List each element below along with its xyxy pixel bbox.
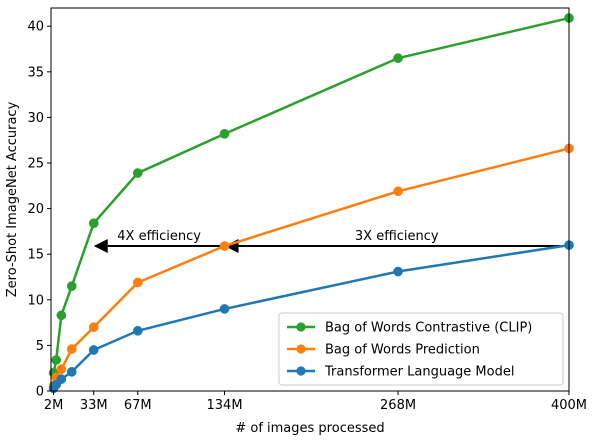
x-tick-label-0: 2M <box>44 398 64 413</box>
y-tick-label-7: 35 <box>27 65 44 80</box>
legend-label-1: Bag of Words Prediction <box>325 343 480 358</box>
y-axis-title: Zero-Shot ImageNet Accuracy <box>5 101 20 297</box>
y-tick-label-6: 30 <box>27 111 44 126</box>
data-point-s1-4 <box>88 322 99 333</box>
data-point-s2-4 <box>88 345 99 355</box>
plot-frame <box>50 7 570 392</box>
annotation-arrowhead-0 <box>93 239 108 254</box>
data-point-s0-7 <box>393 53 403 64</box>
data-point-s0-2 <box>56 310 67 321</box>
legend-label-0: Bag of Words Contrastive (CLIP) <box>325 321 532 336</box>
data-point-s0-3 <box>66 281 77 291</box>
x-tick-label-2: 67M <box>124 398 152 413</box>
legend-swatch-marker-1 <box>296 344 306 354</box>
y-tick-label-8: 40 <box>27 20 44 35</box>
annotation-label-0: 4X efficiency <box>117 229 201 244</box>
data-point-s1-7 <box>393 186 403 197</box>
data-point-s2-6 <box>219 304 230 314</box>
data-point-s0-1 <box>51 355 62 365</box>
data-point-s1-5 <box>132 277 143 288</box>
legend: Bag of Words Contrastive (CLIP) Bag of Wo… <box>278 312 564 386</box>
data-point-s1-2 <box>56 364 67 374</box>
y-tick-label-0: 0 <box>36 385 44 400</box>
x-axis-title: # of images processed <box>235 421 384 436</box>
data-point-s2-5 <box>132 325 143 336</box>
x-tick-label-4: 268M <box>380 398 416 413</box>
annotation-label-1: 3X efficiency <box>355 229 439 244</box>
y-tick-label-3: 15 <box>27 248 44 263</box>
x-tick-label-5: 400M <box>551 398 587 413</box>
annotations-layer: 4X efficiency 3X efficiency <box>93 229 569 254</box>
x-tick-label-1: 33M <box>80 398 108 413</box>
x-tick-label-3: 134M <box>207 398 243 413</box>
data-point-s0-6 <box>219 128 230 139</box>
y-tick-label-5: 25 <box>27 157 44 172</box>
y-tick-label-4: 20 <box>27 202 44 217</box>
legend-swatch-marker-0 <box>296 322 306 332</box>
axes-layer: 2M 33M 67M 134M 268M 400M 0 5 10 15 20 25 30 35 40 # of… <box>5 7 587 436</box>
y-tick-label-2: 10 <box>27 293 44 308</box>
legend-label-2: Transformer Language Model <box>324 365 514 380</box>
legend-swatch-marker-2 <box>296 366 306 376</box>
y-tick-label-1: 5 <box>36 339 44 354</box>
data-point-s1-3 <box>66 344 77 354</box>
data-point-s0-5 <box>132 168 143 178</box>
data-point-s1-6 <box>219 241 230 251</box>
data-point-s2-3 <box>66 367 77 377</box>
data-point-s2-2 <box>56 374 67 384</box>
data-point-s2-7 <box>393 266 403 277</box>
legend-box <box>278 312 564 386</box>
data-point-s0-4 <box>88 218 99 229</box>
